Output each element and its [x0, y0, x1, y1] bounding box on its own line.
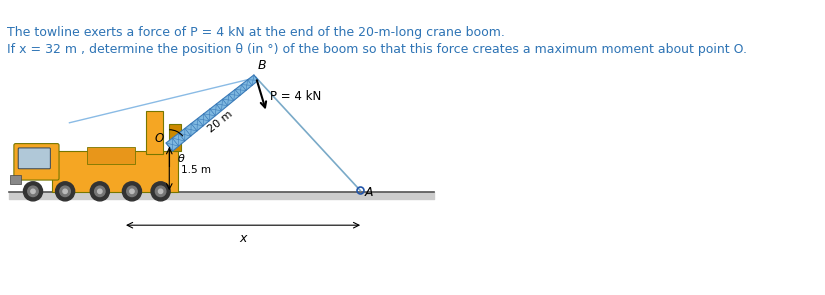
Text: If x = 32 m , determine the position θ (in °) of the boom so that this force cre: If x = 32 m , determine the position θ (…: [7, 43, 747, 56]
Circle shape: [127, 186, 137, 196]
FancyBboxPatch shape: [169, 124, 182, 150]
Circle shape: [23, 182, 43, 201]
Circle shape: [60, 186, 70, 196]
Circle shape: [63, 189, 68, 194]
FancyBboxPatch shape: [52, 150, 178, 192]
Polygon shape: [166, 75, 258, 151]
Text: The towline exerts a force of P = 4 kN at the end of the 20-m-long crane boom.: The towline exerts a force of P = 4 kN a…: [7, 26, 505, 39]
FancyBboxPatch shape: [146, 111, 163, 154]
Text: B: B: [258, 59, 266, 72]
Circle shape: [122, 182, 142, 201]
Text: P = 4 kN: P = 4 kN: [270, 90, 321, 103]
Circle shape: [28, 186, 38, 196]
Text: A: A: [365, 186, 373, 199]
Circle shape: [97, 189, 102, 194]
FancyBboxPatch shape: [14, 144, 59, 180]
Text: O: O: [155, 132, 164, 145]
FancyBboxPatch shape: [87, 147, 134, 164]
Circle shape: [95, 186, 105, 196]
Circle shape: [90, 182, 110, 201]
Text: 1.5 m: 1.5 m: [182, 165, 211, 175]
FancyBboxPatch shape: [11, 175, 21, 183]
Text: x: x: [239, 232, 247, 245]
FancyBboxPatch shape: [18, 148, 50, 169]
Circle shape: [31, 189, 35, 194]
Text: 20 m: 20 m: [206, 109, 234, 135]
Circle shape: [55, 182, 74, 201]
Circle shape: [155, 186, 166, 196]
Circle shape: [130, 189, 134, 194]
Circle shape: [158, 189, 163, 194]
Circle shape: [151, 182, 170, 201]
Text: θ: θ: [178, 154, 185, 164]
